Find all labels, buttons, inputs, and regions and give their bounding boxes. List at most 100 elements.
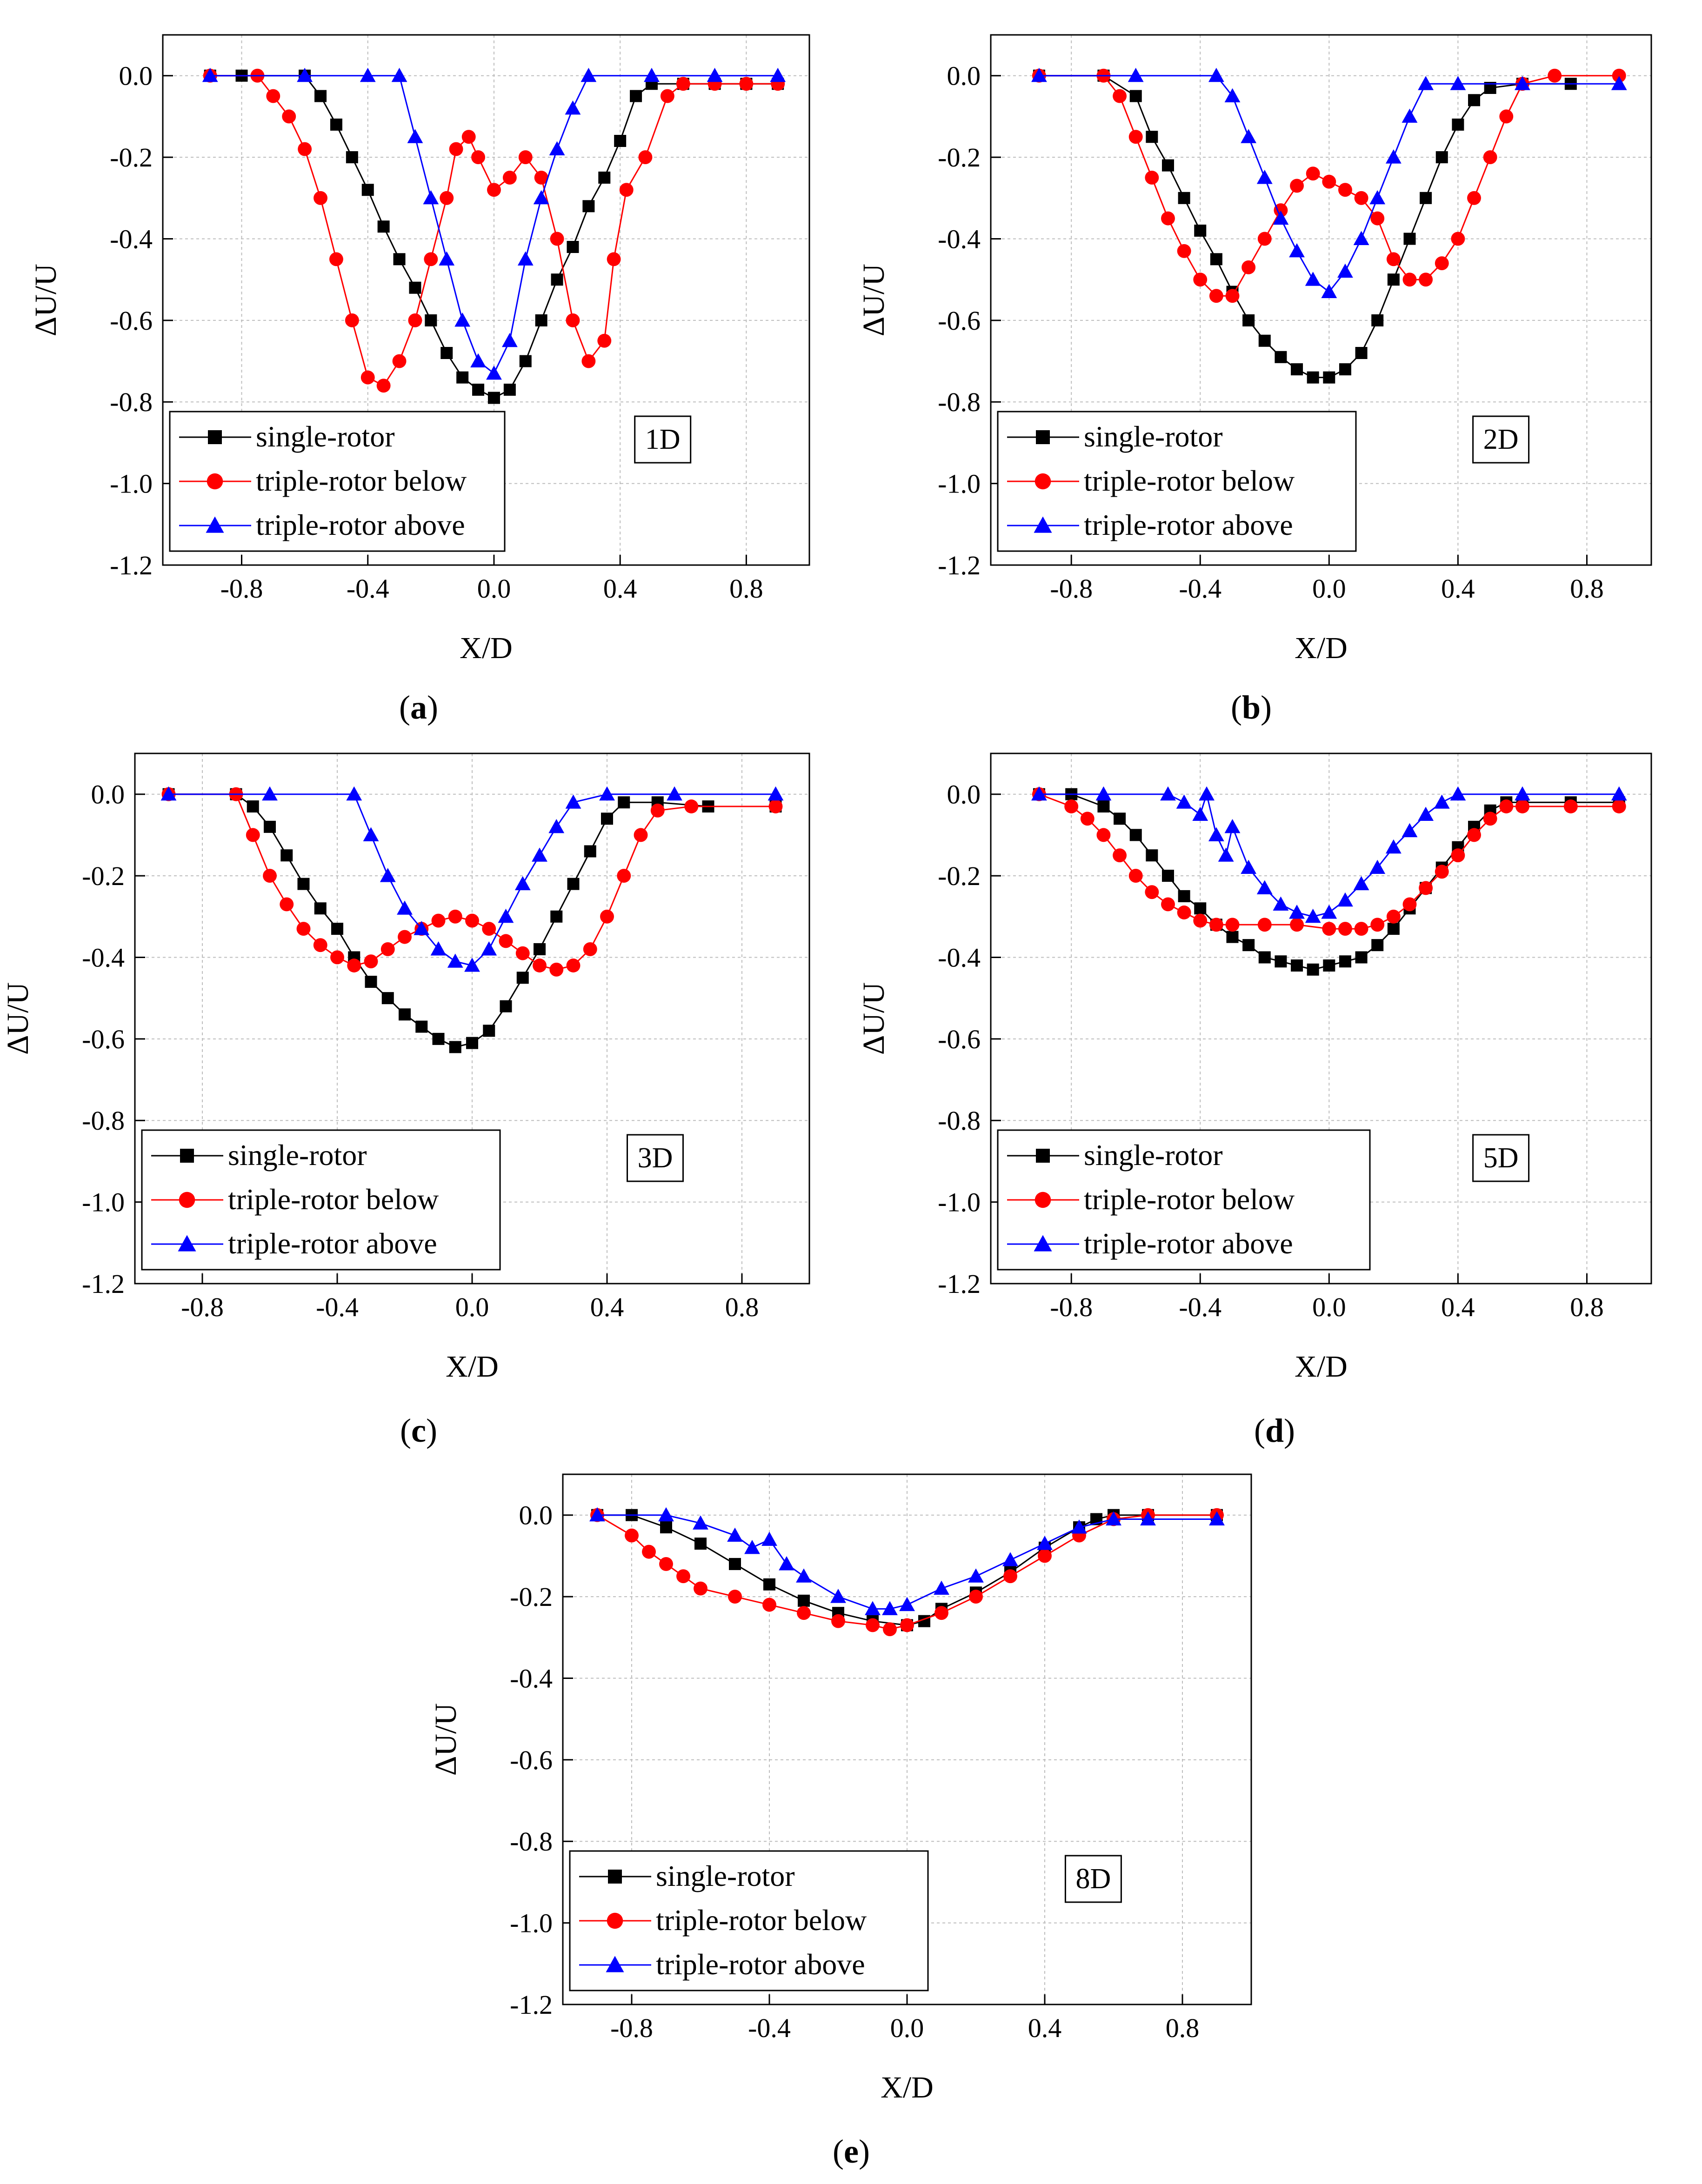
data-point-triangle	[532, 847, 547, 862]
y-tick-label: -0.8	[110, 387, 153, 417]
y-tick-label: 0.0	[947, 779, 981, 810]
data-point-circle	[762, 1598, 776, 1612]
data-point-triangle	[1037, 1536, 1053, 1550]
data-point-circle	[1080, 812, 1095, 826]
data-point-square	[798, 1594, 810, 1607]
data-point-triangle	[430, 941, 447, 956]
y-tick-label: 0.0	[91, 779, 125, 810]
data-point-circle	[900, 1618, 914, 1632]
distance-label: 3D	[638, 1142, 673, 1174]
y-axis-title: ΔU/U	[29, 264, 63, 336]
data-point-triangle	[693, 1515, 708, 1530]
data-point-square	[346, 151, 358, 164]
data-point-circle	[583, 942, 597, 956]
data-point-triangle	[1385, 149, 1402, 164]
data-point-square	[1146, 849, 1158, 862]
data-point-circle	[1451, 232, 1465, 246]
series-group	[1031, 67, 1627, 384]
data-point-triangle	[1515, 786, 1530, 801]
data-point-square	[1339, 363, 1351, 376]
data-point-triangle	[589, 1507, 605, 1522]
y-tick-label: -0.8	[938, 1105, 981, 1136]
data-point-circle	[280, 897, 294, 912]
legend-marker-square	[1036, 1149, 1050, 1163]
data-point-square	[415, 1020, 428, 1033]
y-tick-label: -1.2	[110, 550, 153, 580]
data-point-square	[1452, 118, 1464, 131]
data-point-circle	[1290, 918, 1304, 932]
legend-label: triple-rotor below	[256, 464, 467, 497]
data-point-circle	[1322, 922, 1336, 936]
caption-letter: b	[1242, 689, 1261, 726]
data-point-circle	[1128, 130, 1143, 144]
data-point-triangle	[1305, 908, 1321, 923]
data-point-square	[1435, 151, 1448, 164]
y-tick-label: -0.2	[110, 142, 153, 173]
data-point-triangle	[297, 67, 313, 82]
data-point-circle	[1003, 1569, 1017, 1584]
y-tick-label: -0.6	[938, 1024, 981, 1054]
data-point-circle	[533, 959, 547, 972]
legend-marker-circle	[1035, 1192, 1051, 1208]
data-point-triangle	[1106, 1511, 1121, 1525]
x-tick-label: -0.8	[1050, 573, 1093, 604]
x-tick-label: 0.0	[455, 1292, 489, 1322]
data-point-square	[1114, 812, 1126, 825]
data-point-square	[1371, 939, 1384, 952]
data-point-circle	[1467, 191, 1481, 205]
caption-open: (	[1231, 689, 1242, 726]
data-point-circle	[471, 150, 485, 165]
data-point-circle	[263, 869, 277, 883]
data-point-square	[264, 820, 276, 833]
data-point-circle	[1548, 68, 1562, 83]
data-point-square	[472, 383, 485, 396]
y-tick-label: -1.0	[82, 1187, 125, 1218]
data-point-triangle	[533, 190, 549, 205]
data-point-circle	[266, 89, 280, 103]
data-point-triangle	[1321, 284, 1337, 298]
data-point-triangle	[1031, 786, 1047, 801]
data-point-square	[483, 1025, 495, 1037]
data-point-circle	[728, 1590, 742, 1604]
chart-panel-8D: -0.8 -0.4 0.0 0.4 0.8 0.0 -0.2 -0.4 -0.6 -0.8 -1.0…	[429, 1473, 1252, 2170]
data-point-triangle	[1402, 108, 1418, 123]
data-point-triangle	[391, 67, 407, 82]
plot-frame	[990, 34, 1652, 566]
data-point-circle	[600, 909, 614, 924]
series-line-triangle	[597, 1514, 1217, 1610]
data-point-triangle	[1002, 1552, 1018, 1566]
legend-label: single-rotor	[228, 1139, 367, 1172]
chart-panel-2D: -0.8 -0.4 0.0 0.4 0.8 0.0 -0.2 -0.4 -0.6 -0.8 -1.0…	[857, 34, 1652, 726]
data-point-circle	[330, 950, 344, 965]
data-point-circle	[465, 913, 479, 928]
data-point-square	[330, 118, 342, 131]
data-point-square	[1387, 923, 1400, 935]
data-point-triangle	[514, 876, 531, 891]
data-point-square	[1242, 314, 1255, 326]
caption-letter: a	[410, 689, 427, 726]
data-point-circle	[566, 959, 581, 972]
data-point-triangle	[1402, 823, 1418, 838]
data-point-circle	[566, 313, 580, 327]
y-tick-label: -0.8	[510, 1826, 553, 1857]
legend-label: triple-rotor below	[656, 1904, 867, 1937]
data-point-triangle	[1160, 786, 1176, 801]
y-tick-label: -0.4	[938, 224, 981, 254]
data-point-circle	[1177, 244, 1191, 258]
legend-marker-triangle	[206, 516, 224, 533]
data-point-circle	[659, 1557, 673, 1571]
data-point-circle	[246, 828, 260, 842]
data-point-circle	[634, 828, 648, 842]
data-point-circle	[1451, 848, 1465, 863]
legend-label: single-rotor	[1084, 420, 1223, 453]
legend-label: triple-rotor above	[1084, 1227, 1293, 1260]
data-point-square	[551, 273, 563, 286]
legend-label: triple-rotor above	[656, 1948, 865, 1981]
data-point-circle	[1338, 922, 1352, 936]
x-tick-label: 0.8	[729, 573, 763, 604]
data-point-circle	[1225, 289, 1240, 303]
data-point-square	[1161, 870, 1174, 882]
data-point-circle	[364, 954, 378, 969]
x-tick-label: -0.4	[316, 1292, 359, 1322]
data-point-circle	[345, 313, 359, 327]
